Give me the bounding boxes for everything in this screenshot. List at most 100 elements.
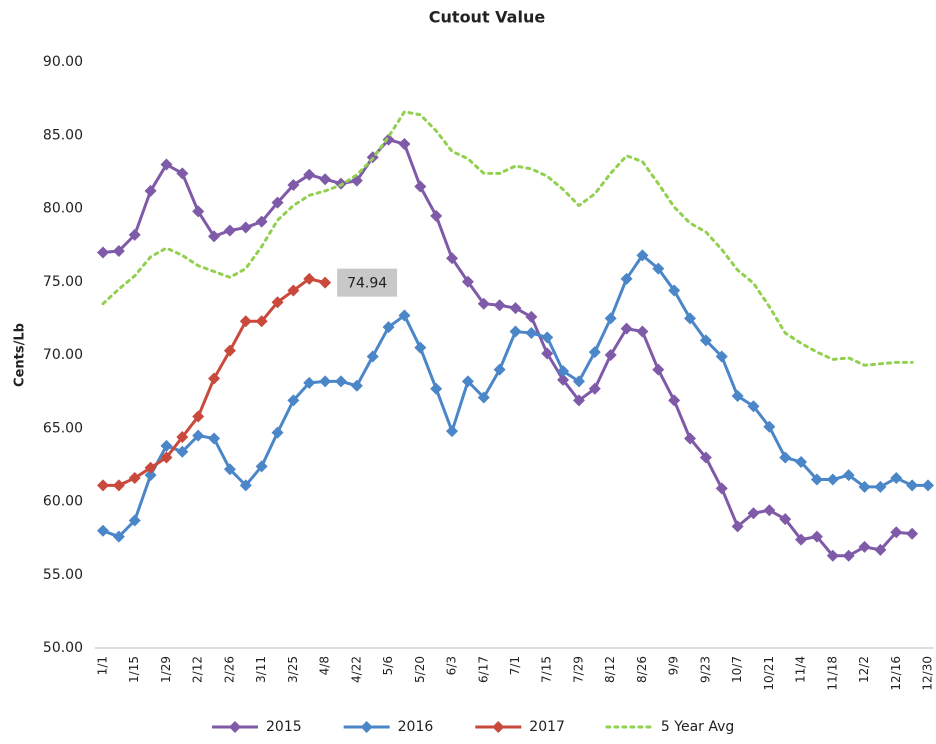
point-marker bbox=[414, 180, 427, 193]
point-marker bbox=[255, 215, 268, 228]
point-marker bbox=[97, 246, 109, 259]
point-marker bbox=[588, 346, 601, 359]
x-tick-label: 3/25 bbox=[286, 656, 300, 683]
point-marker bbox=[334, 375, 347, 388]
point-marker bbox=[731, 390, 744, 403]
point-marker bbox=[303, 168, 316, 181]
point-marker bbox=[128, 514, 141, 527]
point-marker bbox=[842, 469, 855, 482]
point-marker bbox=[271, 426, 284, 439]
point-marker bbox=[382, 321, 395, 334]
x-tick-label: 11/18 bbox=[825, 656, 839, 691]
x-tick-label: 9/9 bbox=[667, 656, 681, 675]
series-line bbox=[102, 138, 913, 558]
point-marker bbox=[303, 272, 316, 285]
point-marker bbox=[890, 526, 903, 539]
point-marker bbox=[176, 431, 189, 444]
point-marker bbox=[271, 196, 284, 209]
legend-label: 2015 bbox=[266, 719, 302, 735]
point-marker bbox=[620, 272, 633, 285]
point-marker bbox=[160, 158, 173, 171]
x-tick-label: 3/11 bbox=[254, 656, 268, 683]
point-marker bbox=[287, 179, 300, 192]
x-tick-label: 8/26 bbox=[635, 656, 649, 683]
point-marker bbox=[572, 375, 585, 388]
x-tick-label: 12/30 bbox=[921, 656, 935, 691]
x-tick-label: 2/12 bbox=[191, 656, 205, 683]
point-marker bbox=[398, 309, 411, 322]
point-marker bbox=[588, 382, 601, 395]
point-marker bbox=[477, 391, 490, 404]
point-marker bbox=[509, 325, 522, 338]
legend-label: 2016 bbox=[398, 719, 434, 735]
point-marker bbox=[223, 344, 236, 357]
point-marker bbox=[652, 363, 665, 376]
point-marker bbox=[525, 310, 538, 323]
legend-marker bbox=[492, 721, 505, 733]
point-marker bbox=[906, 479, 919, 492]
x-tick-label: 5/20 bbox=[413, 656, 427, 683]
point-marker bbox=[557, 365, 570, 378]
point-marker bbox=[493, 363, 506, 376]
point-marker bbox=[541, 331, 554, 344]
x-tick-label: 1/15 bbox=[127, 656, 141, 683]
point-marker bbox=[287, 394, 300, 407]
point-marker bbox=[779, 513, 792, 526]
point-marker bbox=[176, 167, 189, 180]
point-marker bbox=[509, 302, 522, 315]
data-label: 74.94 bbox=[347, 276, 387, 292]
point-marker bbox=[763, 504, 776, 517]
point-marker bbox=[684, 432, 697, 445]
x-tick-label: 11/4 bbox=[794, 656, 808, 683]
legend-item: 5 Year Avg bbox=[605, 719, 734, 735]
point-marker bbox=[192, 429, 205, 442]
point-marker bbox=[112, 479, 125, 492]
x-tick-label: 7/29 bbox=[571, 656, 585, 683]
point-marker bbox=[747, 400, 760, 413]
point-marker bbox=[160, 451, 173, 464]
legend-item: 2016 bbox=[343, 719, 434, 735]
point-marker bbox=[239, 315, 252, 328]
x-tick-label: 6/3 bbox=[445, 656, 459, 675]
point-marker bbox=[144, 461, 157, 474]
legend-item: 2015 bbox=[212, 719, 302, 735]
point-marker bbox=[541, 347, 554, 360]
point-marker bbox=[287, 284, 300, 297]
y-tick-label: 75.00 bbox=[43, 274, 83, 290]
point-marker bbox=[684, 312, 697, 325]
x-tick-label: 1/1 bbox=[96, 656, 110, 675]
point-marker bbox=[604, 312, 617, 325]
point-marker bbox=[906, 527, 919, 540]
x-tick-label: 7/15 bbox=[540, 656, 554, 683]
point-marker bbox=[795, 533, 808, 546]
series-line bbox=[102, 253, 928, 539]
point-marker bbox=[144, 184, 157, 197]
point-marker bbox=[795, 455, 808, 468]
point-marker bbox=[239, 479, 252, 492]
x-tick-label: 6/17 bbox=[476, 656, 490, 683]
point-marker bbox=[636, 325, 649, 338]
point-marker bbox=[826, 473, 839, 486]
point-marker bbox=[97, 524, 109, 537]
point-marker bbox=[350, 379, 363, 392]
point-marker bbox=[779, 451, 792, 464]
point-marker bbox=[604, 349, 617, 361]
series-line bbox=[101, 110, 914, 367]
point-marker bbox=[319, 173, 332, 186]
y-tick-label: 55.00 bbox=[43, 567, 83, 583]
point-marker bbox=[430, 209, 443, 222]
point-marker bbox=[192, 410, 205, 423]
point-marker bbox=[255, 460, 268, 473]
y-tick-label: 60.00 bbox=[43, 494, 83, 510]
point-marker bbox=[747, 507, 760, 520]
point-marker bbox=[112, 244, 125, 257]
x-tick-label: 7/1 bbox=[508, 656, 522, 675]
point-marker bbox=[874, 480, 887, 493]
point-marker bbox=[398, 138, 411, 151]
point-marker bbox=[493, 299, 506, 312]
point-marker bbox=[271, 296, 284, 309]
point-marker bbox=[636, 249, 649, 262]
point-marker bbox=[699, 451, 712, 464]
point-marker bbox=[430, 382, 443, 395]
